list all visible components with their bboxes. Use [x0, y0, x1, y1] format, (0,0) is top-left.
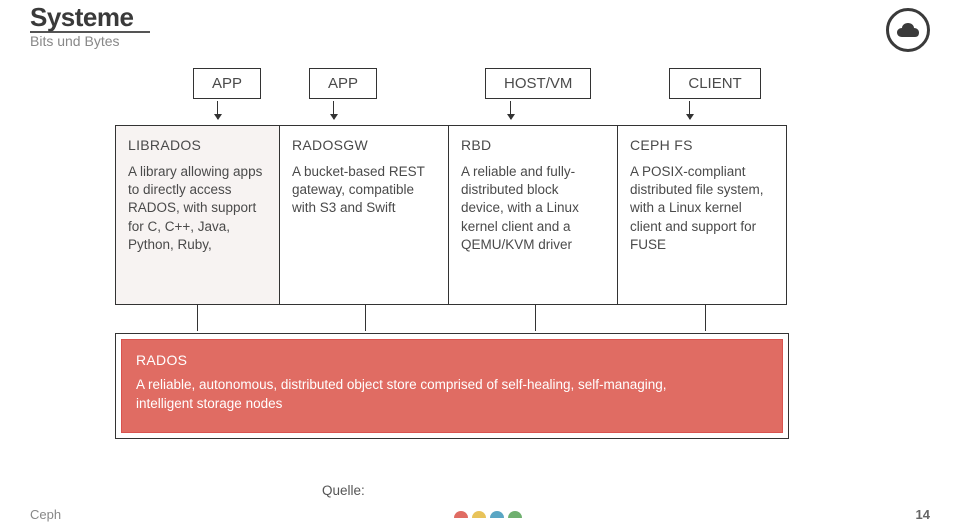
arrow-1	[217, 101, 218, 119]
header: Systeme Bits und Bytes	[30, 0, 930, 49]
rados-title: RADOS	[136, 352, 768, 368]
rbd-title: RBD	[461, 136, 605, 155]
conn-1	[197, 305, 198, 331]
dot-blue	[490, 511, 504, 518]
arrow-2	[333, 101, 334, 119]
box-cephfs: CEPH FS A POSIX-compliant distributed fi…	[617, 125, 787, 305]
arrow-3	[510, 101, 511, 119]
box-rbd: RBD A reliable and fully-distributed blo…	[448, 125, 618, 305]
dot-red	[454, 511, 468, 518]
page: Systeme Bits und Bytes APP APP HOST/VM C…	[0, 0, 960, 528]
dot-yellow	[472, 511, 486, 518]
cloud-icon	[886, 8, 930, 52]
box-client: CLIENT	[669, 68, 760, 99]
cephfs-desc: A POSIX-compliant distributed file syste…	[630, 163, 774, 254]
component-row: LIBRADOS A library allowing apps to dire…	[115, 125, 835, 305]
client-row: APP APP HOST/VM CLIENT	[193, 68, 835, 99]
box-hostvm: HOST/VM	[485, 68, 591, 99]
librados-desc: A library allowing apps to directly acce…	[128, 163, 267, 254]
box-app-2: APP	[309, 68, 377, 99]
page-title: Systeme	[30, 0, 930, 33]
dot-green	[508, 511, 522, 518]
arrow-row	[115, 101, 835, 125]
source-label: Quelle:	[322, 483, 365, 498]
box-librados: LIBRADOS A library allowing apps to dire…	[115, 125, 280, 305]
librados-title: LIBRADOS	[128, 136, 267, 155]
radosgw-title: RADOSGW	[292, 136, 436, 155]
conn-2	[365, 305, 366, 331]
box-app-1: APP	[193, 68, 261, 99]
box-rados: RADOS A reliable, autonomous, distribute…	[121, 339, 783, 433]
rados-desc: A reliable, autonomous, distributed obje…	[136, 376, 696, 414]
arrow-4	[689, 101, 690, 119]
cephfs-title: CEPH FS	[630, 136, 774, 155]
rbd-desc: A reliable and fully-distributed block d…	[461, 163, 605, 254]
architecture-diagram: APP APP HOST/VM CLIENT LIBRADOS A librar…	[115, 68, 835, 439]
footer-page: 14	[916, 507, 930, 522]
footer: Ceph 14	[30, 507, 930, 522]
conn-3	[535, 305, 536, 331]
radosgw-desc: A bucket-based REST gateway, compatible …	[292, 163, 436, 218]
page-subtitle: Bits und Bytes	[30, 33, 930, 49]
box-rados-outer: RADOS A reliable, autonomous, distribute…	[115, 333, 789, 439]
box-radosgw: RADOSGW A bucket-based REST gateway, com…	[279, 125, 449, 305]
conn-4	[705, 305, 706, 331]
footer-dots	[454, 511, 522, 518]
connector-row	[115, 305, 835, 333]
footer-left: Ceph	[30, 507, 61, 522]
